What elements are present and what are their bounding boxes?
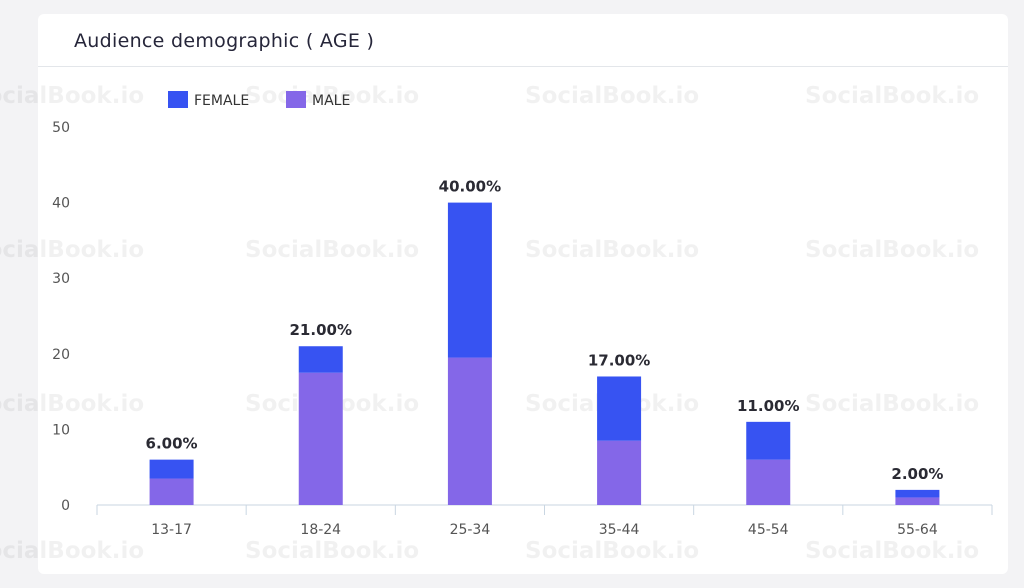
bar-male — [895, 497, 940, 505]
x-tick-label: 55-64 — [897, 522, 938, 538]
watermark-text: SocialBook.io — [805, 83, 979, 109]
watermark-text: SocialBook.io — [0, 391, 144, 417]
watermark-text: SocialBook.io — [245, 237, 419, 263]
bar-male — [597, 440, 642, 505]
data-label: 21.00% — [290, 321, 352, 339]
title-divider — [38, 66, 1008, 67]
y-tick-label: 40 — [52, 196, 70, 212]
x-tick-label: 35-44 — [599, 522, 640, 538]
watermark-text: SocialBook.io — [525, 83, 699, 109]
chart-title: Audience demographic ( AGE ) — [74, 30, 375, 52]
y-tick-label: 50 — [52, 120, 70, 136]
legend-label-female: FEMALE — [194, 93, 249, 109]
x-tick-label: 18-24 — [300, 522, 341, 538]
y-tick-label: 10 — [52, 422, 70, 438]
legend-label-male: MALE — [312, 93, 350, 109]
legend-swatch-female — [168, 91, 188, 108]
bar-female — [149, 459, 194, 479]
watermark-text: SocialBook.io — [0, 538, 144, 564]
x-tick-label: 45-54 — [748, 522, 789, 538]
watermark-text: SocialBook.io — [525, 538, 699, 564]
bar-male — [298, 372, 343, 505]
bar-male — [447, 357, 492, 505]
bar-female — [597, 376, 642, 441]
watermark-text: SocialBook.io — [805, 237, 979, 263]
x-tick-label: 13-17 — [151, 522, 192, 538]
data-label: 40.00% — [439, 178, 501, 196]
y-tick-label: 0 — [61, 498, 70, 514]
y-tick-label: 20 — [52, 347, 70, 363]
watermark-text: SocialBook.io — [0, 237, 144, 263]
bar-female — [298, 346, 343, 373]
data-label: 6.00% — [146, 435, 198, 453]
x-tick-label: 25-34 — [450, 522, 491, 538]
watermark-text: SocialBook.io — [0, 83, 144, 109]
bar-female — [447, 202, 492, 358]
watermark-text: SocialBook.io — [805, 538, 979, 564]
watermark-text: SocialBook.io — [245, 538, 419, 564]
bar-male — [746, 459, 791, 505]
y-tick-label: 30 — [52, 271, 70, 287]
legend-swatch-male — [286, 91, 306, 108]
data-label: 11.00% — [737, 397, 799, 415]
watermark-text: SocialBook.io — [245, 83, 419, 109]
bar-female — [895, 489, 940, 498]
chart-card: Audience demographic ( AGE ) — [38, 14, 1008, 574]
bar-male — [149, 478, 194, 505]
watermark-text: SocialBook.io — [805, 391, 979, 417]
bar-female — [746, 421, 791, 460]
data-label: 2.00% — [891, 465, 943, 483]
data-label: 17.00% — [588, 351, 650, 369]
watermark-text: SocialBook.io — [525, 237, 699, 263]
